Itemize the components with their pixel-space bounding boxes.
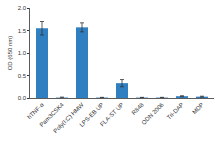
svg-text:ODN 2006: ODN 2006 bbox=[141, 101, 166, 126]
svg-text:R848: R848 bbox=[130, 101, 145, 116]
svg-text:2.0: 2.0 bbox=[18, 5, 27, 11]
svg-text:0.5: 0.5 bbox=[18, 73, 27, 79]
svg-text:1.5: 1.5 bbox=[18, 28, 27, 34]
svg-text:MDP: MDP bbox=[191, 102, 205, 116]
svg-text:1.0: 1.0 bbox=[18, 50, 27, 56]
svg-text:Tri-DAP: Tri-DAP bbox=[166, 102, 185, 121]
svg-text:Poly(I:C) HMW: Poly(I:C) HMW bbox=[52, 101, 85, 134]
svg-text:hTNF-α: hTNF-α bbox=[26, 101, 45, 120]
svg-text:Pam3CSK4: Pam3CSK4 bbox=[38, 101, 65, 128]
svg-text:OD (650 nm): OD (650 nm) bbox=[7, 36, 13, 71]
svg-text:FLA-ST UP: FLA-ST UP bbox=[99, 102, 125, 128]
svg-text:LPS-EB UP: LPS-EB UP bbox=[78, 102, 104, 128]
svg-text:0.0: 0.0 bbox=[18, 95, 27, 101]
